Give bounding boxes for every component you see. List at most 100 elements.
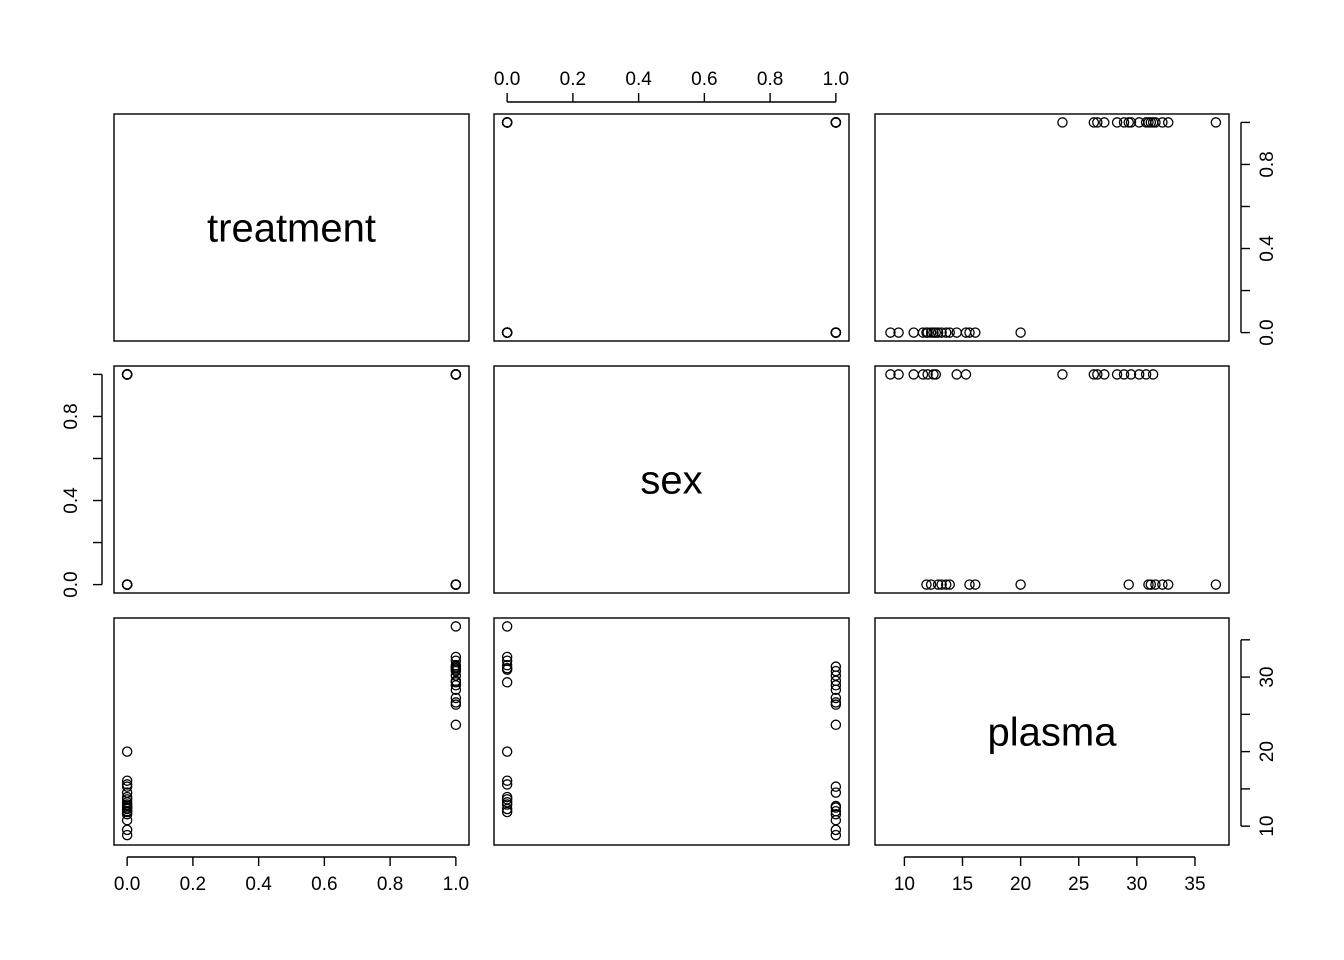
point-plasma-vs-sex-12: [501, 797, 513, 808]
point-sex-vs-plasma-9: [921, 579, 932, 590]
point-treatment-vs-plasma-33: [1162, 117, 1174, 128]
point-sex-vs-plasma-24: [1125, 369, 1137, 380]
point-plasma-vs-treatment-17: [121, 746, 133, 757]
point-treatment-vs-plasma-11: [932, 327, 944, 338]
point-sex-vs-plasma-11: [932, 579, 944, 590]
axis-left-sex-tick-label-0: 0.0: [61, 571, 82, 597]
point-plasma-vs-treatment-28: [450, 677, 462, 688]
point-treatment-vs-plasma-28: [1123, 117, 1134, 128]
point-treatment-vs-sex-27: [830, 117, 842, 128]
point-treatment-vs-plasma-20: [1092, 117, 1103, 128]
axis-top-sex-tick-label-4: 0.8: [757, 69, 783, 90]
point-sex-vs-plasma-17: [1015, 579, 1026, 590]
point-plasma-vs-sex-8: [830, 781, 842, 792]
axis-top-sex-tick-label-1: 0.2: [560, 69, 586, 90]
axis-bottom-plasma-tick-label-4: 30: [1126, 874, 1147, 895]
axis-left-sex-tick-label-4: 0.8: [61, 403, 82, 429]
point-sex-vs-plasma-31: [1150, 579, 1161, 590]
point-treatment-vs-plasma-22: [1111, 117, 1123, 128]
point-treatment-vs-sex-8: [830, 327, 842, 338]
axis-bottom-treatment-tick-label-3: 0.6: [311, 874, 337, 895]
point-plasma-vs-sex-27: [830, 661, 842, 672]
point-sex-vs-plasma-19: [1088, 369, 1100, 380]
axis-top-sex-tick-label-5: 1.0: [823, 69, 849, 90]
point-plasma-vs-sex-6: [830, 800, 842, 812]
axis-bottom-plasma-tick-label-3: 25: [1068, 874, 1089, 895]
panel-frame-sex-plasma: [874, 365, 1230, 594]
axis-right-treatment-tick-label-2: 0.4: [1257, 235, 1278, 262]
point-sex-vs-plasma-21: [1099, 369, 1110, 380]
point-sex-vs-plasma-6: [930, 369, 942, 380]
point-treatment-vs-sex-34: [501, 117, 513, 128]
point-treatment-vs-plasma-15: [964, 327, 975, 338]
point-plasma-vs-treatment-12: [121, 797, 133, 808]
points-layer: [121, 117, 1222, 841]
axis-top-sex-tick-label-0: 0.0: [494, 69, 520, 90]
axis-bottom-treatment-tick-label-0: 0.0: [114, 874, 140, 895]
axis-right-treatment-tick-label-4: 0.8: [1257, 151, 1278, 177]
point-sex-vs-plasma-14: [944, 579, 955, 590]
point-treatment-vs-plasma-23: [1118, 117, 1130, 128]
point-plasma-vs-sex-28: [501, 677, 513, 688]
point-treatment-vs-sex-17: [501, 327, 513, 338]
axis-bottom-plasma-tick-label-1: 15: [952, 874, 973, 895]
point-sex-vs-plasma-33: [1162, 579, 1174, 590]
point-treatment-vs-plasma-32: [1157, 117, 1168, 128]
point-sex-vs-plasma-4: [922, 369, 933, 380]
point-treatment-vs-plasma-1: [893, 327, 904, 338]
axes-layer: 0.0 0.2 0.4 0.6 0.8 1.0 0.0 0.2 0.4 0.6 0.8 1.0 10 15…: [61, 69, 1278, 895]
axis-bottom-treatment-tick-label-1: 0.2: [180, 874, 206, 895]
point-plasma-vs-sex-4: [830, 806, 842, 817]
axis-top-sex-tick-label-2: 0.4: [625, 69, 652, 90]
point-treatment-vs-plasma-30: [1145, 117, 1157, 128]
point-plasma-vs-sex-20: [830, 697, 842, 708]
variable-label-plasma: plasma: [988, 711, 1118, 755]
point-plasma-vs-treatment-34: [450, 621, 462, 632]
panel-frame-plasma-treatment: [113, 617, 470, 846]
point-treatment-vs-plasma-13: [940, 327, 952, 338]
point-sex-vs-plasma-27: [1147, 369, 1159, 380]
panel-frame-plasma-sex: [493, 617, 850, 846]
point-sex-vs-plasma-3: [917, 369, 929, 380]
axis-bottom-plasma-tick-label-2: 20: [1010, 874, 1031, 895]
point-plasma-vs-sex-3: [830, 808, 842, 820]
point-plasma-vs-sex-18: [830, 719, 842, 731]
point-treatment-vs-plasma-3: [917, 327, 929, 338]
point-treatment-vs-plasma-17: [1015, 327, 1026, 338]
panel-frame-treatment-sex: [493, 113, 850, 342]
point-plasma-vs-treatment-31: [450, 659, 462, 671]
point-sex-vs-plasma-2: [908, 369, 919, 380]
point-sex-vs-plasma-18: [1057, 369, 1068, 380]
point-sex-vs-treatment-17: [121, 579, 133, 590]
point-sex-vs-plasma-22: [1111, 369, 1123, 380]
point-plasma-vs-treatment-33: [450, 651, 462, 663]
point-plasma-vs-sex-31: [501, 659, 513, 671]
point-sex-vs-plasma-8: [960, 369, 972, 380]
point-plasma-vs-sex-26: [830, 665, 842, 677]
point-treatment-vs-plasma-16: [970, 327, 981, 338]
point-plasma-vs-sex-33: [501, 651, 513, 663]
axis-bottom-treatment-tick-label-5: 1.0: [443, 874, 469, 895]
point-plasma-vs-treatment-20: [450, 697, 462, 708]
panel-frame-treatment-treatment: [113, 113, 470, 342]
point-sex-vs-treatment-8: [121, 369, 133, 380]
point-plasma-vs-sex-14: [501, 791, 513, 803]
axis-left-sex-tick-label-2: 0.4: [61, 487, 82, 514]
point-sex-vs-plasma-16: [970, 579, 981, 590]
axis-bottom-treatment-tick-label-4: 0.8: [377, 874, 403, 895]
point-treatment-vs-plasma-0: [885, 327, 896, 338]
point-treatment-vs-plasma-21: [1099, 117, 1110, 128]
point-sex-vs-plasma-25: [1133, 369, 1145, 380]
point-sex-vs-treatment-34: [450, 579, 462, 590]
point-sex-vs-treatment-27: [450, 369, 462, 380]
point-sex-vs-plasma-13: [940, 579, 952, 590]
point-plasma-vs-sex-34: [501, 621, 513, 632]
point-treatment-vs-plasma-19: [1088, 117, 1100, 128]
point-sex-vs-plasma-7: [951, 369, 962, 380]
point-sex-vs-plasma-26: [1140, 369, 1152, 380]
point-plasma-vs-sex-30: [501, 662, 513, 674]
point-sex-vs-plasma-32: [1157, 579, 1168, 590]
point-plasma-vs-treatment-0: [121, 829, 133, 841]
point-treatment-vs-plasma-2: [908, 327, 919, 338]
